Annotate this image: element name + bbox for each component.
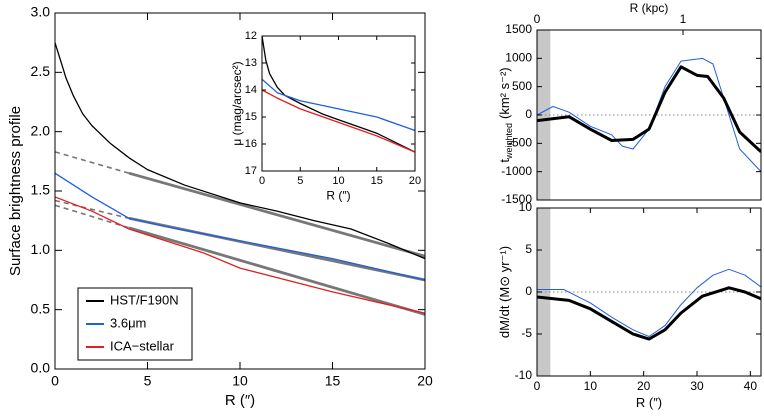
x-axis-label: R (″) xyxy=(326,188,350,202)
data-line xyxy=(55,172,425,281)
x-tick-label: 5 xyxy=(144,372,152,388)
x-tick-label: 20 xyxy=(637,379,651,393)
x-tick-label: 0 xyxy=(51,372,59,388)
y-tick-label: 10 xyxy=(519,200,533,214)
y-tick-label: -5 xyxy=(521,326,532,340)
y-axis-label-main: t xyxy=(497,159,512,163)
x-tick-label: 10 xyxy=(232,372,248,388)
y-tick-label: 5 xyxy=(525,242,532,256)
x2-tick-label: 1 xyxy=(680,12,687,26)
legend-label: HST/F190N xyxy=(110,292,179,307)
legend: HST/F190N 3.6μm ICA−stellar xyxy=(77,287,193,361)
y-tick-label: 3.0 xyxy=(31,4,51,20)
y-axis-label-unit: (km² s⁻²) xyxy=(497,67,512,119)
x2-axis-label: R (kpc) xyxy=(630,1,669,15)
x-axis-label: R (″) xyxy=(225,392,255,409)
y-axis-label: tweighted (km² s⁻²) xyxy=(497,67,514,162)
y-tick-label: 17 xyxy=(245,165,257,177)
fit-line xyxy=(128,171,426,258)
x-tick-label: 30 xyxy=(690,379,704,393)
panel: 0 5 10 15 20 0.0 0.5 1.0 1.5 2.0 2.5 3.0 R (″) Surfac… xyxy=(7,4,433,409)
y-tick-label: 1000 xyxy=(505,51,532,65)
fit-extrapolation xyxy=(54,204,130,229)
data-line xyxy=(537,268,761,338)
fit-extrapolation xyxy=(54,199,130,220)
y-axis-label: Surface brightness profile xyxy=(7,106,24,276)
x-tick-label: 0 xyxy=(259,175,265,187)
y-tick-label: 0.0 xyxy=(31,360,51,376)
y-tick-label: 12 xyxy=(245,30,257,42)
x-tick-label: 20 xyxy=(409,175,421,187)
y-axis-label-main: Surface brightness profile xyxy=(7,106,24,276)
y-tick-label: 2.5 xyxy=(31,63,51,79)
y-axis-label: μ (mag/arcsec²) xyxy=(230,61,244,145)
y-tick-label: 16 xyxy=(245,138,257,150)
y-tick-label: 0 xyxy=(525,107,532,121)
data-line xyxy=(55,196,425,314)
y-axis-label-main: dM/dt (M⊙ yr⁻¹) xyxy=(497,246,512,338)
y-axis-label-subscript: weighted xyxy=(504,123,514,160)
y-tick-label: -1000 xyxy=(501,164,532,178)
data-line xyxy=(55,42,425,260)
fit-extrapolation xyxy=(54,151,130,174)
data-line xyxy=(262,36,415,153)
y-tick-label: -500 xyxy=(508,136,532,150)
y-axis-label: dM/dt (M⊙ yr⁻¹) xyxy=(497,246,512,338)
y-tick-label: 1.5 xyxy=(31,182,51,198)
x-tick-label: 10 xyxy=(332,175,344,187)
fit-line xyxy=(128,226,426,316)
x-tick-label: 40 xyxy=(744,379,758,393)
y-tick-label: 2.0 xyxy=(31,122,51,138)
shaded-region xyxy=(537,30,551,200)
data-line xyxy=(537,65,761,153)
y-tick-label: -1500 xyxy=(501,192,532,206)
inset-background xyxy=(262,36,415,171)
y-tick-label: 0 xyxy=(525,284,532,298)
legend-label: 3.6μm xyxy=(110,315,146,330)
y-tick-label: 15 xyxy=(245,111,257,123)
y-tick-label: 1500 xyxy=(505,22,532,36)
y-tick-label: 1.0 xyxy=(31,241,51,257)
x-tick-label: 0 xyxy=(534,379,541,393)
x-tick-label: 10 xyxy=(584,379,598,393)
y-axis-label-main: μ (mag/arcsec²) xyxy=(230,61,244,145)
y-tick-label: 500 xyxy=(512,79,532,93)
panel: 0 10 20 30 40 -10 -5 0 5 10 R (″) dM/dt (M⊙ yr⁻¹) xyxy=(497,200,762,410)
data-line xyxy=(262,89,415,153)
x-axis-label: R (″) xyxy=(636,395,662,410)
legend-label: ICA−stellar xyxy=(110,338,175,353)
data-line xyxy=(262,78,415,132)
x2-tick-label: 0 xyxy=(534,12,541,26)
x-tick-label: 5 xyxy=(297,175,303,187)
data-line xyxy=(537,286,761,341)
y-tick-label: 0.5 xyxy=(31,300,51,316)
x-tick-label: 20 xyxy=(417,372,433,388)
x-tick-label: 15 xyxy=(325,372,341,388)
y-tick-label: 13 xyxy=(245,57,257,69)
panel: 0 5 10 15 20 12 13 14 15 16 17 R (″) μ (mag/arcsec²) xyxy=(230,30,421,203)
y-tick-label: 14 xyxy=(245,84,257,96)
y-tick-label: -10 xyxy=(515,368,533,382)
x-tick-label: 15 xyxy=(371,175,383,187)
